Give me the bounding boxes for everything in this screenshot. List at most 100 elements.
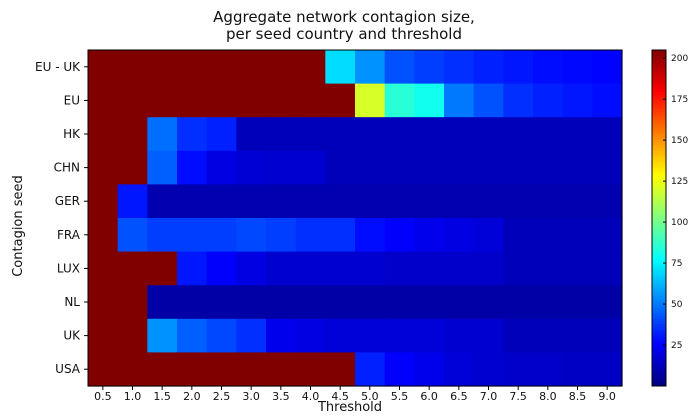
row-label: HK [63,127,81,141]
colorbar-segment [652,243,666,247]
heatmap-cell [117,117,148,152]
colorbar-segment [652,257,666,261]
colorbar-segment [652,86,666,90]
colorbar-segment [652,363,666,367]
colorbar-segment [652,55,666,59]
heatmap-cell [444,117,475,152]
heatmap-cell [503,285,534,320]
heatmap-cell [325,184,356,219]
heatmap-cell [147,318,178,353]
colorbar-segment [652,240,666,244]
heatmap-cell [266,318,297,353]
heatmap-cell [503,150,534,185]
colorbar-segment [652,75,666,79]
chart-title-line2: per seed country and threshold [226,25,462,43]
row-label: GER [55,194,80,208]
heatmap-cell [88,117,119,152]
colorbar-segment [652,94,666,99]
heatmap-cell [414,150,445,185]
heatmap-cell [117,318,148,353]
x-tick-label: 8.0 [539,390,557,403]
colorbar-tick-label: 75 [671,259,682,269]
heatmap-cell [592,83,623,118]
colorbar-segment [652,246,666,250]
heatmap-cell [206,184,237,219]
heatmap-cell [295,184,326,219]
x-tick-label: 1.5 [153,390,171,403]
colorbar-segment [652,330,666,334]
heatmap-cell [266,150,297,185]
colorbar-tick-label: 100 [671,218,688,228]
colorbar-segment [652,380,666,384]
heatmap-cell [117,83,148,118]
colorbar-segment [652,251,666,255]
heatmap-cell [384,83,415,118]
colorbar-segment [652,100,666,104]
heatmap-cell [266,83,297,118]
colorbar-segment [652,50,666,54]
colorbar-segment [652,117,666,121]
colorbar-segment [652,344,666,348]
heatmap-cell [533,117,564,152]
heatmap-cell [503,184,534,219]
heatmap-cell [177,117,208,152]
heatmap-cell [177,150,208,185]
heatmap-cell [206,150,237,185]
heatmap-cell [533,150,564,185]
colorbar-segment [652,128,666,132]
heatmap-cell [325,318,356,353]
heatmap-cell [177,218,208,253]
heatmap-cell [236,251,267,286]
colorbar-segment [652,279,666,283]
x-tick-label: 5.5 [391,390,409,403]
heatmap-cell [295,251,326,286]
heatmap-cell [266,218,297,253]
heatmap-cell [473,352,504,387]
heatmap-cell [384,352,415,387]
x-tick-label: 6.0 [420,390,438,403]
colorbar-segment [652,66,666,71]
heatmap-cell [414,251,445,286]
heatmap-cell [295,117,326,152]
heatmap-cell [236,285,267,320]
colorbar-segment [652,299,666,303]
heatmap-cell [562,285,593,320]
colorbar-segment [652,209,666,213]
heatmap-cell [147,218,178,253]
colorbar-segment [652,290,666,295]
colorbar-segment [652,106,666,110]
heatmap-cell [147,83,178,118]
heatmap-cell [147,184,178,219]
heatmap-cell [88,318,119,353]
colorbar-segment [652,156,666,160]
heatmap-cell [117,352,148,387]
heatmap-cell [117,285,148,320]
colorbar-segment [652,204,666,208]
colorbar-segment [652,187,666,191]
heatmap-cell [562,352,593,387]
heatmap-cell [206,352,237,387]
heatmap-cell [444,285,475,320]
heatmap-cell [473,150,504,185]
heatmap-cell [236,83,267,118]
heatmap-cell [325,218,356,253]
heatmap-cell [295,218,326,253]
colorbar-segment [652,232,666,236]
heatmap-cell [206,285,237,320]
colorbar-tick-label: 175 [671,95,688,105]
heatmap-cell [503,117,534,152]
colorbar-segment [652,120,666,124]
colorbar-segment [652,206,666,211]
heatmap-cell [236,318,267,353]
heatmap-cell [295,83,326,118]
colorbar-segment [652,332,666,337]
heatmap-cell [177,352,208,387]
colorbar-tick-label: 150 [671,136,688,146]
colorbar-segment [652,97,666,101]
colorbar-segment [652,162,666,166]
heatmap-cell [88,150,119,185]
colorbar-segment [652,111,666,115]
heatmap-cell [266,352,297,387]
